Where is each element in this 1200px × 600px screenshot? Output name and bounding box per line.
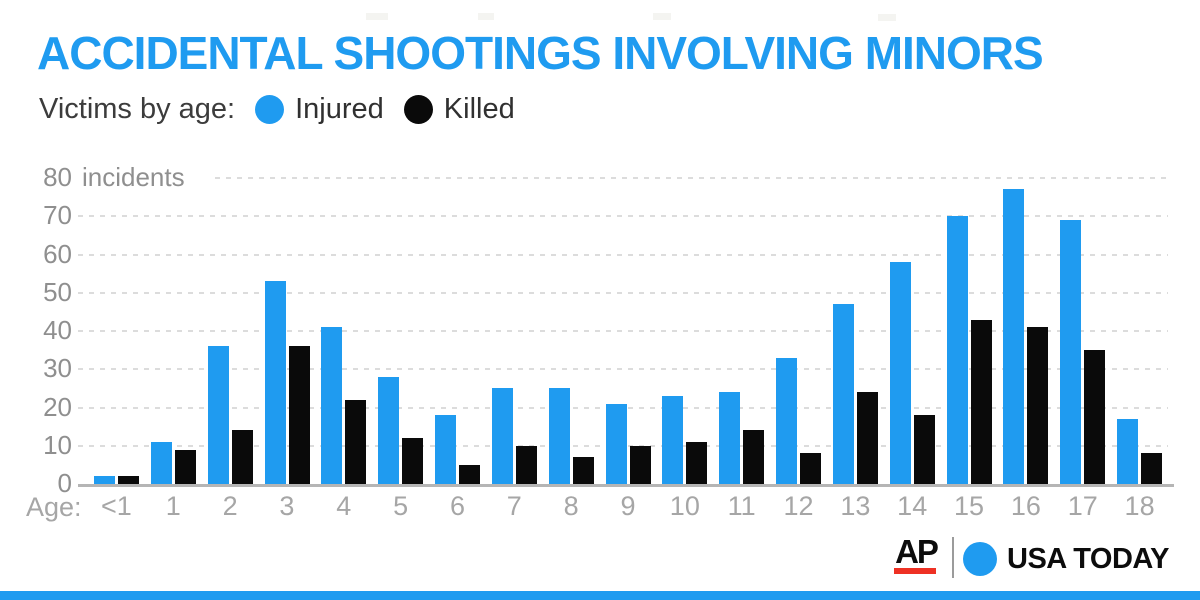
artifact-smudge — [653, 13, 671, 20]
gridline-40 — [78, 330, 1168, 332]
ap-logo: AP — [895, 533, 939, 570]
bar-killed-age-1 — [174, 449, 196, 484]
y-tick-label-10: 10 — [43, 429, 72, 460]
x-axis-line — [78, 484, 1174, 487]
x-tick-label-2: 2 — [222, 491, 238, 521]
x-tick-label-14: 14 — [897, 491, 928, 521]
artifact-smudge — [478, 13, 494, 20]
x-tick-label-5: 5 — [393, 491, 409, 521]
legend-dot-injured-icon — [255, 95, 285, 124]
bar-killed-age-2 — [231, 430, 253, 484]
x-tick-label-8: 8 — [563, 491, 579, 521]
gridline-60 — [78, 253, 1168, 256]
bar-injured-age-1 — [150, 441, 172, 484]
bar-killed-age-16 — [1027, 327, 1049, 484]
artifact-smudge — [878, 14, 896, 21]
bar-killed-age-14 — [913, 415, 935, 484]
bar-injured-age-7 — [491, 388, 513, 484]
gridline-50 — [78, 291, 1168, 294]
x-tick-label-17: 17 — [1067, 491, 1098, 521]
bar-killed-age-<1 — [118, 476, 139, 484]
legend-label-injured: Injured — [295, 93, 384, 125]
x-tick-label-7: 7 — [506, 491, 522, 521]
bar-injured-age-15 — [946, 216, 968, 484]
bar-killed-age-13 — [856, 392, 878, 484]
usatoday-circle-icon — [963, 542, 997, 576]
legend-dot-killed-icon — [403, 95, 433, 124]
x-tick-label-12: 12 — [783, 491, 814, 521]
bar-killed-age-10 — [686, 441, 708, 484]
y-tick-label-0: 0 — [57, 468, 72, 498]
bar-injured-age-10 — [662, 396, 684, 484]
usatoday-logo: USA TODAY — [1007, 543, 1170, 575]
bar-killed-age-8 — [572, 457, 594, 484]
x-tick-label-1: 1 — [165, 491, 181, 521]
bar-killed-age-7 — [515, 445, 537, 484]
x-tick-label-<1: <1 — [101, 491, 132, 521]
y-tick-label-80: 80 — [43, 162, 72, 192]
x-tick-label-6: 6 — [449, 491, 465, 521]
bar-injured-age-4 — [321, 327, 343, 484]
bar-injured-age-12 — [776, 357, 798, 484]
bar-injured-age-11 — [719, 392, 741, 484]
bar-injured-age-17 — [1060, 220, 1082, 484]
x-tick-label-15: 15 — [954, 491, 985, 521]
page-title: ACCIDENTAL SHOOTINGS INVOLVING MINORS — [37, 27, 1044, 79]
y-tick-label-40: 40 — [43, 315, 72, 345]
x-tick-label-11: 11 — [727, 491, 756, 521]
y-tick-label-30: 30 — [43, 353, 72, 384]
bar-injured-age-8 — [548, 388, 570, 484]
bar-injured-age-6 — [435, 415, 457, 484]
y-tick-label-50: 50 — [43, 276, 72, 307]
bar-injured-age-14 — [889, 262, 911, 484]
bar-injured-age-16 — [1003, 189, 1025, 484]
artifact-smudge — [366, 13, 388, 20]
bar-killed-age-5 — [402, 438, 424, 484]
bottom-accent-bar — [0, 591, 1200, 600]
bar-killed-age-6 — [459, 464, 481, 484]
x-tick-label-3: 3 — [279, 491, 295, 521]
bar-injured-age-18 — [1117, 418, 1139, 484]
bar-injured-age-13 — [832, 304, 854, 484]
bar-killed-age-18 — [1141, 453, 1163, 484]
bar-killed-age-9 — [629, 445, 651, 484]
x-tick-label-4: 4 — [336, 491, 352, 521]
bar-injured-age-<1 — [94, 476, 115, 484]
bar-injured-age-3 — [264, 281, 286, 484]
bar-killed-age-17 — [1084, 350, 1106, 484]
chart-legend: Victims by age: Injured Killed — [39, 93, 515, 126]
bar-injured-age-2 — [207, 346, 229, 484]
gridline-80 — [215, 177, 1168, 179]
y-tick-label-60: 60 — [43, 238, 72, 269]
x-tick-label-16: 16 — [1010, 491, 1041, 521]
ap-logo-underline — [894, 568, 936, 574]
y-axis-unit-label: incidents — [82, 162, 185, 192]
bar-injured-age-5 — [378, 376, 400, 484]
y-tick-label-70: 70 — [43, 200, 72, 231]
x-tick-label-18: 18 — [1124, 491, 1155, 521]
x-tick-label-10: 10 — [669, 491, 700, 521]
gridline-30 — [78, 368, 1168, 371]
bar-killed-age-3 — [288, 346, 310, 484]
y-tick-label-20: 20 — [43, 391, 72, 422]
subtitle-label: Victims by age: — [39, 93, 236, 125]
x-tick-label-13: 13 — [840, 491, 871, 521]
bar-injured-age-9 — [605, 403, 627, 484]
gridline-70 — [78, 215, 1168, 218]
bar-killed-age-12 — [800, 453, 822, 484]
x-axis-title: Age: — [26, 492, 82, 522]
bar-killed-age-4 — [345, 399, 367, 484]
bar-killed-age-11 — [743, 430, 765, 484]
bar-killed-age-15 — [970, 319, 992, 484]
logo-divider — [952, 537, 954, 578]
x-tick-label-9: 9 — [620, 491, 636, 521]
legend-label-killed: Killed — [443, 93, 515, 125]
